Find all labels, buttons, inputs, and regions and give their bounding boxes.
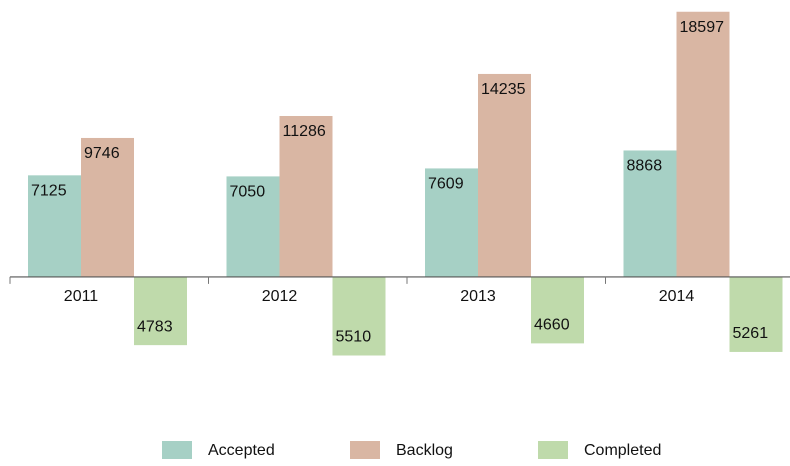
x-tick-label: 2013: [460, 288, 496, 305]
legend-swatch: [538, 441, 568, 459]
bar: [531, 276, 584, 344]
data-label: 14235: [481, 81, 526, 98]
data-label: 11286: [283, 123, 326, 140]
x-tick-label: 2012: [262, 288, 298, 305]
bar: [134, 276, 187, 346]
x-tick-label: 2014: [659, 288, 695, 305]
data-label: 5510: [336, 329, 372, 346]
data-label: 4783: [137, 318, 173, 335]
bar: [332, 276, 386, 356]
data-label: 5261: [733, 325, 769, 342]
bar: [81, 137, 134, 277]
data-label: 9746: [84, 145, 120, 162]
data-label: 7125: [31, 183, 67, 200]
bar: [279, 115, 333, 277]
data-label: 7609: [428, 176, 464, 193]
bar: [623, 150, 677, 277]
data-label: 4660: [534, 317, 570, 334]
bar: [425, 168, 478, 277]
legend-swatch: [162, 441, 192, 459]
x-tick-label: 2011: [64, 288, 99, 305]
bar: [729, 276, 783, 352]
bar: [28, 175, 81, 277]
bar: [676, 11, 730, 277]
data-label: 8868: [627, 158, 663, 175]
legend-label: Backlog: [396, 442, 453, 459]
legend-label: Accepted: [208, 442, 275, 459]
bar: [478, 73, 531, 277]
legend-label: Completed: [584, 442, 661, 459]
data-label: 18597: [680, 19, 725, 36]
data-label: 7050: [230, 184, 266, 201]
legend-swatch: [350, 441, 380, 459]
bar: [226, 176, 280, 277]
